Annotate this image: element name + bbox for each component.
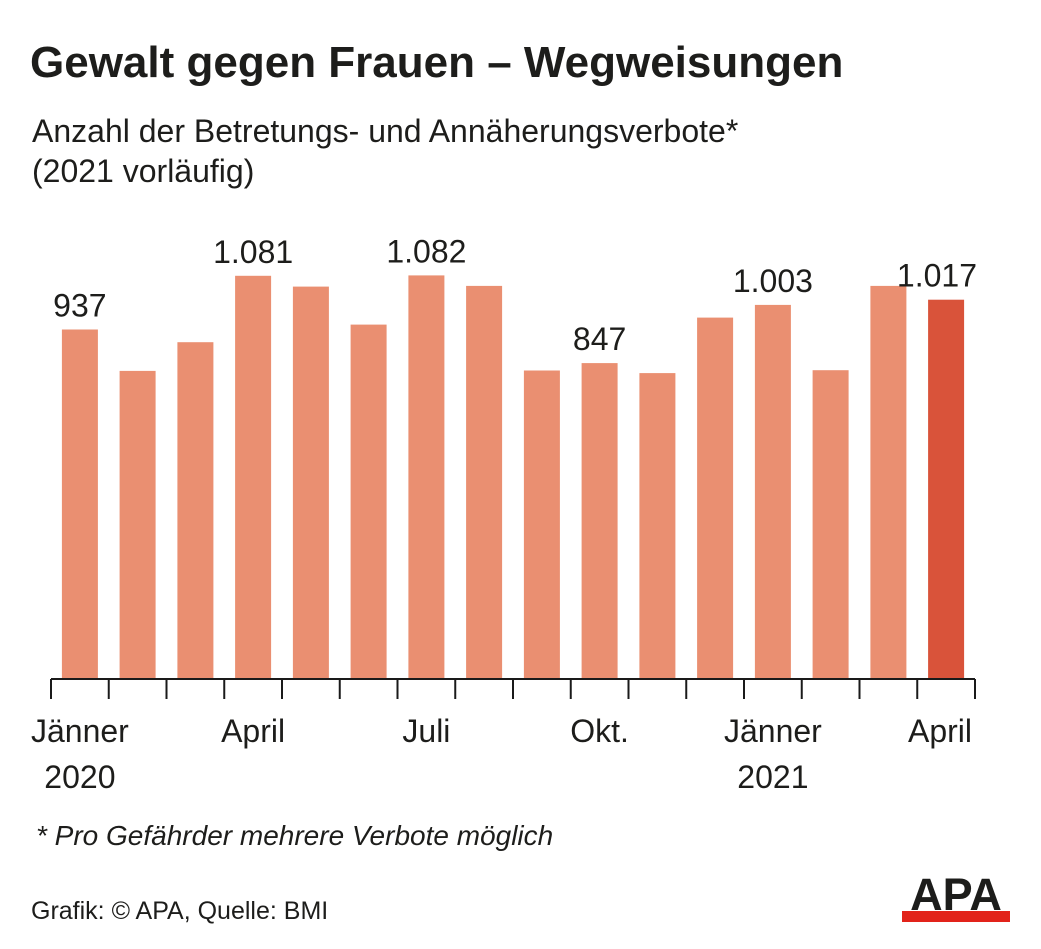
subtitle-line-1: Anzahl der Betretungs- und Annäherungsve… (32, 113, 739, 149)
apa-logo-bar (902, 911, 1010, 922)
x-tick-label: April (221, 713, 285, 749)
bar-april-2021 (928, 299, 965, 679)
bar-feb-2021 (812, 370, 849, 679)
data-label: 1.017 (897, 258, 977, 294)
bar-juli-2020 (408, 275, 445, 679)
bar-jänner-2021 (754, 304, 791, 679)
bar-märz-2021 (870, 285, 907, 679)
bar-sept-2020 (523, 370, 560, 679)
x-tick-label: Juli (402, 713, 450, 749)
data-label: 937 (53, 288, 106, 324)
chart-title: Gewalt gegen Frauen – Wegweisungen (30, 38, 844, 87)
x-tick-label: April (908, 713, 972, 749)
data-label: 1.081 (213, 234, 293, 270)
footnote: * Pro Gefährder mehrere Verbote möglich (36, 820, 554, 851)
bar-okt-2020 (581, 363, 618, 679)
bar-aug-2020 (466, 285, 503, 679)
bar-juni-2020 (350, 324, 387, 679)
bar-april-2020 (235, 275, 272, 679)
data-label: 1.082 (386, 233, 466, 269)
bar-märz-2020 (177, 342, 214, 679)
x-tick-label: Jänner (724, 713, 822, 749)
source-credit: Grafik: © APA, Quelle: BMI (31, 897, 329, 925)
x-tick-label: Jänner (31, 713, 129, 749)
chart-subtitle: Anzahl der Betretungs- und Annäherungsve… (32, 111, 738, 191)
subtitle-line-2: (2021 vorläufig) (32, 153, 255, 189)
bar-feb-2020 (119, 370, 156, 679)
apa-logo: APA (902, 874, 1010, 922)
bar-nov-2020 (639, 373, 676, 679)
bar-dez-2020 (697, 317, 734, 679)
x-tick-label: 2021 (737, 759, 808, 795)
data-label: 1.003 (733, 263, 813, 299)
x-tick-label: 2020 (44, 759, 115, 795)
bar-jänner-2020 (61, 329, 98, 679)
bar-mai-2020 (292, 286, 329, 679)
x-tick-label: Okt. (570, 713, 629, 749)
data-label: 847 (573, 321, 626, 357)
